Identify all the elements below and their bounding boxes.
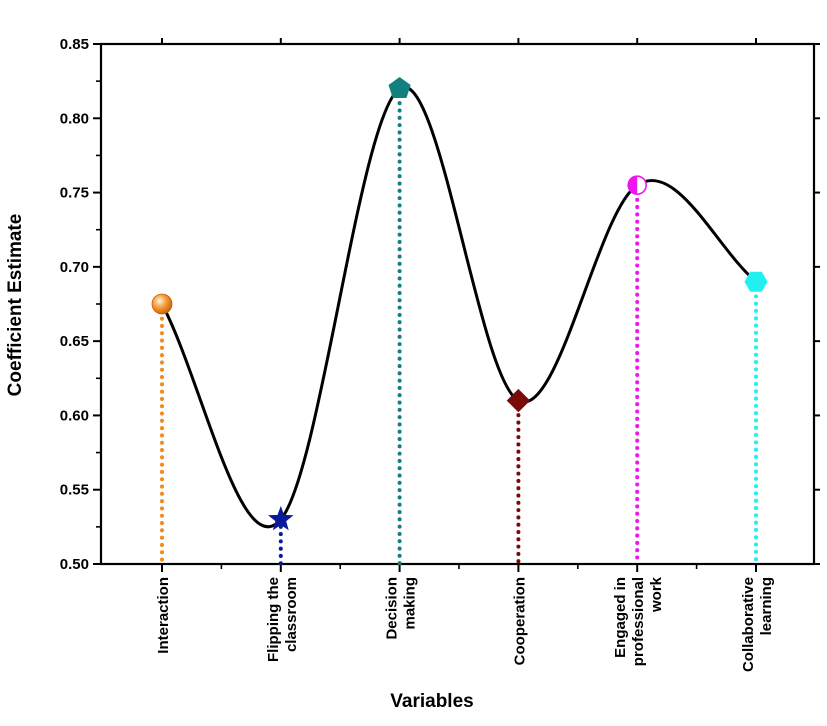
x-category-label: Decisionmaking bbox=[384, 577, 419, 640]
y-tick-label: 0.75 bbox=[60, 185, 89, 202]
y-axis-ticks: 0.50 0.55 0.60 0.65 0.70 0.75 0.80 0.85 bbox=[60, 36, 820, 573]
x-category-label-line: classroom bbox=[283, 577, 300, 652]
marker-half-circle-fill bbox=[628, 176, 638, 195]
y-tick-label: 0.50 bbox=[60, 556, 89, 573]
x-category-label-line: Decision bbox=[384, 577, 401, 640]
marker-hexagon bbox=[744, 271, 768, 292]
marker-diamond bbox=[506, 388, 531, 413]
x-category-label-line: Collaborative bbox=[740, 577, 757, 672]
x-category-label-line: professional bbox=[630, 577, 647, 666]
y-axis-title: Coefficient Estimate bbox=[5, 214, 26, 397]
marker-sphere bbox=[151, 293, 173, 315]
x-category-label: Cooperation bbox=[511, 577, 528, 665]
y-tick-label: 0.85 bbox=[60, 36, 89, 53]
x-category-label-line: Cooperation bbox=[511, 577, 528, 665]
y-tick-label: 0.65 bbox=[60, 333, 89, 350]
trend-curve bbox=[160, 85, 757, 529]
x-category-label-line: work bbox=[648, 576, 665, 613]
data-markers bbox=[151, 76, 768, 531]
x-category-label: Interaction bbox=[155, 577, 172, 654]
x-axis-labels: Interaction Flipping theclassroom Decision… bbox=[155, 576, 775, 672]
x-category-label: Collaborativelearning bbox=[740, 577, 775, 672]
x-category-label: Flipping theclassroom bbox=[265, 577, 300, 662]
x-category-label-line: Flipping the bbox=[265, 577, 282, 662]
x-category-label: Engaged inprofessionalwork bbox=[612, 576, 665, 666]
y-tick-label: 0.80 bbox=[60, 110, 89, 127]
x-category-label-line: making bbox=[402, 577, 419, 630]
y-tick-label: 0.60 bbox=[60, 407, 89, 424]
x-axis-title: Variables bbox=[390, 691, 473, 712]
x-category-label-line: Engaged in bbox=[612, 577, 629, 658]
y-tick-label: 0.55 bbox=[60, 482, 89, 499]
x-category-label-line: learning bbox=[758, 577, 775, 635]
marker-star bbox=[268, 505, 294, 531]
y-tick-label: 0.70 bbox=[60, 259, 89, 276]
marker-pentagon bbox=[388, 76, 411, 98]
plot-frame bbox=[99, 42, 816, 566]
x-category-label-line: Interaction bbox=[155, 577, 172, 654]
axis-frame bbox=[99, 42, 816, 566]
stem-lines bbox=[160, 86, 758, 566]
